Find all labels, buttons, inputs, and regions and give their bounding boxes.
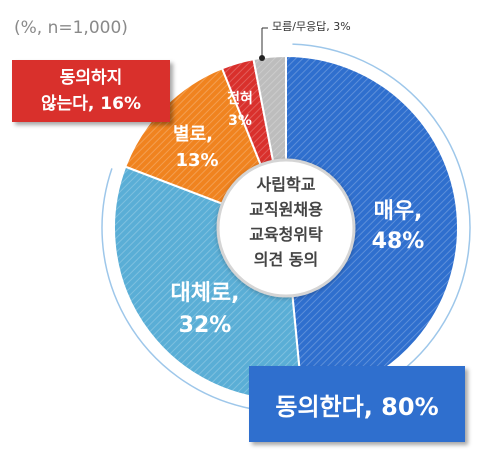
agree-box-label: 동의한다, 80% xyxy=(275,392,439,421)
data-label-very-name: 매우, xyxy=(374,199,423,224)
data-label-very-value: 48% xyxy=(372,229,425,254)
center-label-line3: 교육청위탁 xyxy=(249,225,323,244)
center-label-line2: 교직원채용 xyxy=(249,200,323,219)
data-label-not-really-value: 13% xyxy=(175,150,218,171)
callout-dot xyxy=(259,55,265,61)
disagree-box-line1: 동의하지 xyxy=(59,68,123,88)
center-hole xyxy=(216,158,356,298)
center-label-line1: 사립학교 xyxy=(257,175,316,194)
data-label-not-really-name: 별로, xyxy=(173,124,213,145)
sample-note: (%, n=1,000) xyxy=(14,18,128,38)
data-label-mostly-name: 대체로, xyxy=(170,281,239,306)
callout-unknown: 모름/무응답, 3% xyxy=(272,20,351,33)
center-label-line4: 의견 동의 xyxy=(254,250,318,269)
disagree-box-line2: 않는다, 16% xyxy=(41,94,141,114)
data-label-mostly-value: 32% xyxy=(179,313,232,338)
data-label-not-at-all-name: 전혀 xyxy=(227,90,253,107)
slice-very-texture xyxy=(286,56,458,400)
disagree-box: 동의하지 않는다, 16% xyxy=(12,60,170,122)
data-label-not-at-all-value: 3% xyxy=(228,113,252,129)
agree-box: 동의한다, 80% xyxy=(249,366,465,442)
